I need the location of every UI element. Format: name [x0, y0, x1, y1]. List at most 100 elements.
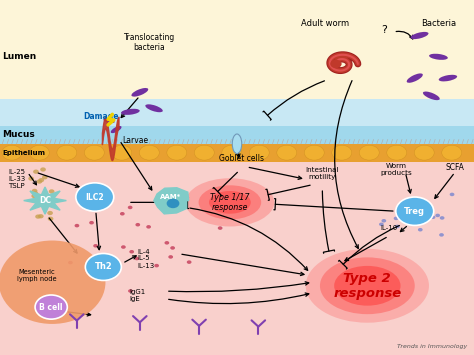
Ellipse shape: [407, 73, 423, 83]
Circle shape: [218, 226, 222, 230]
Text: ILC2: ILC2: [85, 192, 104, 202]
Circle shape: [76, 183, 114, 211]
Text: Goblet cells: Goblet cells: [219, 154, 264, 163]
Circle shape: [249, 145, 269, 160]
Text: Adult worm: Adult worm: [301, 18, 349, 28]
Circle shape: [112, 145, 132, 160]
Ellipse shape: [439, 75, 457, 81]
Circle shape: [170, 246, 175, 250]
Text: Trends in Immunology: Trends in Immunology: [397, 344, 467, 349]
Circle shape: [146, 225, 151, 229]
Circle shape: [32, 189, 37, 193]
Circle shape: [406, 201, 410, 205]
Circle shape: [68, 261, 73, 264]
Circle shape: [40, 167, 46, 171]
Circle shape: [330, 60, 342, 68]
Circle shape: [431, 215, 436, 219]
Text: IL-10: IL-10: [380, 225, 397, 231]
Ellipse shape: [103, 118, 115, 123]
Circle shape: [387, 145, 407, 160]
Ellipse shape: [185, 178, 274, 226]
Text: DC: DC: [39, 196, 51, 205]
Text: B cell: B cell: [39, 302, 63, 312]
Text: Intestinal
motility: Intestinal motility: [306, 167, 339, 180]
Circle shape: [129, 250, 134, 253]
Polygon shape: [24, 187, 66, 214]
Text: Type 2
response: Type 2 response: [333, 272, 401, 300]
Ellipse shape: [111, 126, 121, 133]
Circle shape: [139, 145, 159, 160]
Bar: [0, 126, 474, 144]
Circle shape: [84, 145, 104, 160]
Circle shape: [394, 217, 399, 220]
Bar: [0, 0, 474, 99]
Text: IL-4
IL-5
IL-13: IL-4 IL-5 IL-13: [137, 248, 155, 268]
Text: ?: ?: [381, 25, 387, 35]
Ellipse shape: [209, 191, 251, 214]
Circle shape: [439, 233, 444, 237]
Text: AAM*: AAM*: [160, 194, 181, 200]
Text: Bacteria: Bacteria: [421, 18, 456, 28]
Circle shape: [396, 197, 434, 225]
Text: Mucus: Mucus: [2, 130, 35, 140]
Text: Worm
products: Worm products: [380, 163, 411, 176]
Ellipse shape: [0, 241, 105, 324]
Circle shape: [164, 241, 169, 245]
Text: Treg: Treg: [404, 207, 425, 216]
Circle shape: [33, 191, 38, 196]
Bar: [0, 144, 474, 162]
Text: Larvae: Larvae: [122, 136, 148, 145]
Ellipse shape: [121, 109, 140, 115]
Text: Epithelium: Epithelium: [2, 150, 46, 155]
Circle shape: [85, 253, 121, 280]
Circle shape: [187, 260, 191, 264]
Circle shape: [35, 295, 67, 319]
Circle shape: [57, 145, 77, 160]
Text: IgG1
IgE: IgG1 IgE: [129, 289, 145, 302]
Circle shape: [194, 145, 214, 160]
Ellipse shape: [320, 257, 415, 314]
Circle shape: [395, 225, 400, 228]
Circle shape: [89, 221, 94, 224]
Text: Mesenteric
lymph node: Mesenteric lymph node: [17, 269, 57, 282]
Circle shape: [38, 178, 44, 182]
Circle shape: [382, 219, 386, 223]
Circle shape: [128, 289, 133, 293]
Circle shape: [38, 214, 44, 218]
Circle shape: [379, 223, 384, 226]
Circle shape: [134, 257, 139, 260]
Circle shape: [450, 193, 455, 196]
Text: SCFA: SCFA: [446, 163, 465, 172]
Circle shape: [35, 214, 41, 219]
Circle shape: [435, 214, 440, 217]
Circle shape: [42, 175, 48, 179]
Ellipse shape: [423, 92, 440, 100]
Circle shape: [49, 189, 55, 193]
Circle shape: [332, 145, 352, 160]
Text: Type 1/17
response: Type 1/17 response: [210, 193, 250, 212]
Circle shape: [418, 228, 423, 231]
Bar: [0, 162, 474, 355]
Circle shape: [407, 201, 411, 204]
Polygon shape: [154, 188, 189, 214]
Circle shape: [28, 176, 34, 181]
Text: Damage: Damage: [83, 112, 118, 121]
Circle shape: [222, 145, 242, 160]
Ellipse shape: [306, 249, 429, 323]
Circle shape: [167, 145, 187, 160]
Circle shape: [33, 170, 39, 174]
Circle shape: [440, 216, 445, 220]
Circle shape: [136, 223, 140, 226]
Circle shape: [359, 145, 379, 160]
Circle shape: [442, 145, 462, 160]
Circle shape: [128, 206, 133, 209]
Circle shape: [304, 145, 324, 160]
Circle shape: [414, 145, 434, 160]
Text: Lumen: Lumen: [2, 52, 36, 61]
Circle shape: [167, 199, 179, 208]
Circle shape: [31, 194, 37, 198]
Text: IL-25
IL-33
TSLP: IL-25 IL-33 TSLP: [9, 169, 26, 189]
Circle shape: [154, 264, 159, 267]
Circle shape: [168, 255, 173, 259]
Circle shape: [93, 244, 98, 247]
